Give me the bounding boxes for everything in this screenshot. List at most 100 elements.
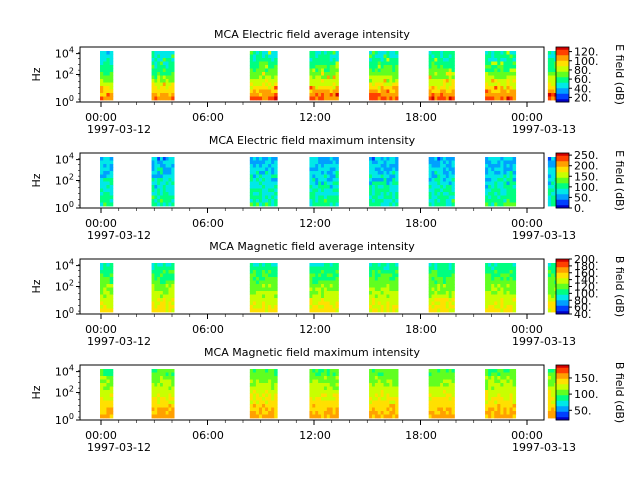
- heatmap-cell: [321, 291, 325, 295]
- heatmap-cell: [171, 379, 175, 384]
- heatmap-cell: [103, 305, 107, 309]
- heatmap-cell: [109, 185, 114, 189]
- heatmap-cell: [329, 305, 334, 309]
- heatmap-cell: [500, 291, 504, 295]
- heatmap-cell: [512, 277, 517, 281]
- heatmap-cell: [440, 93, 444, 97]
- heatmap-cell: [103, 167, 107, 172]
- heatmap-cell: [271, 280, 275, 285]
- heatmap-cell: [386, 202, 390, 207]
- heatmap-cell: [252, 287, 257, 292]
- heatmap-cell: [547, 82, 552, 87]
- heatmap-cell: [265, 301, 269, 306]
- colorbar-segment: [556, 86, 569, 89]
- heatmap-cell: [395, 167, 399, 172]
- heatmap-cell: [103, 185, 107, 189]
- heatmap-cell: [374, 386, 379, 391]
- colorbar-segment: [556, 289, 569, 292]
- heatmap-cell: [445, 280, 450, 285]
- heatmap-cell: [168, 174, 172, 179]
- heatmap-cell: [157, 164, 161, 168]
- heatmap-cell: [488, 58, 492, 62]
- heatmap-cell: [160, 79, 164, 83]
- heatmap-cell: [332, 82, 336, 87]
- heatmap-cell: [491, 65, 495, 69]
- heatmap-cell: [369, 372, 373, 377]
- heatmap-cell: [392, 270, 396, 274]
- heatmap-cell: [151, 376, 155, 380]
- heatmap-cell: [249, 195, 254, 200]
- heatmap-cell: [157, 284, 161, 288]
- heatmap-cell: [262, 407, 266, 412]
- heatmap-cell: [374, 65, 379, 69]
- heatmap-cell: [380, 51, 384, 55]
- heatmap-cell: [335, 379, 339, 384]
- heatmap-cell: [265, 89, 269, 94]
- heatmap-cell: [374, 75, 379, 80]
- heatmap-cell: [106, 411, 111, 415]
- heatmap-cell: [485, 411, 489, 415]
- heatmap-cell: [329, 202, 334, 207]
- heatmap-cell: [512, 68, 517, 73]
- heatmap-cell: [326, 393, 331, 398]
- heatmap-cell: [503, 202, 507, 207]
- heatmap-cell: [332, 404, 336, 408]
- heatmap-cell: [440, 178, 444, 182]
- heatmap-cell: [332, 284, 336, 288]
- heatmap-cell: [249, 390, 254, 394]
- heatmap-cell: [431, 79, 435, 83]
- heatmap-cell: [440, 86, 444, 90]
- heatmap-cell: [428, 404, 432, 408]
- y-tick-label: 102: [55, 385, 74, 400]
- heatmap-cell: [109, 181, 114, 186]
- heatmap-cell: [434, 411, 438, 415]
- heatmap-cell: [268, 65, 272, 69]
- heatmap-cell: [428, 72, 432, 76]
- heatmap-cell: [318, 400, 322, 405]
- heatmap-cell: [395, 393, 399, 398]
- heatmap-cell: [318, 386, 322, 391]
- heatmap-cell: [162, 277, 167, 281]
- heatmap-cell: [386, 178, 390, 182]
- heatmap-cell: [255, 75, 260, 80]
- heatmap-cell: [262, 72, 266, 76]
- heatmap-cell: [434, 270, 438, 274]
- heatmap-cell: [106, 383, 111, 387]
- heatmap-cell: [151, 298, 155, 302]
- heatmap-cell: [442, 379, 447, 384]
- heatmap-cell: [369, 287, 373, 292]
- colorbar-segment: [556, 276, 569, 279]
- heatmap-cell: [271, 273, 275, 278]
- heatmap-cell: [171, 199, 175, 203]
- heatmap-cell: [488, 181, 492, 186]
- heatmap-cell: [395, 51, 399, 55]
- heatmap-cell: [434, 291, 438, 295]
- heatmap-cell: [512, 157, 517, 161]
- heatmap-cell: [551, 284, 555, 288]
- heatmap-cell: [252, 96, 257, 101]
- heatmap-cell: [271, 407, 275, 412]
- heatmap-cell: [252, 160, 257, 165]
- heatmap-cell: [335, 294, 339, 299]
- heatmap-cell: [451, 58, 455, 62]
- heatmap-cell: [315, 188, 319, 193]
- heatmap-cell: [506, 86, 510, 90]
- heatmap-cell: [494, 383, 498, 387]
- heatmap-cell: [258, 79, 263, 83]
- heatmap-cell: [271, 96, 275, 101]
- heatmap-cell: [389, 181, 393, 186]
- heatmap-cell: [255, 178, 260, 182]
- heatmap-cell: [434, 393, 438, 398]
- heatmap-cell: [491, 308, 495, 313]
- heatmap-cell: [380, 411, 384, 415]
- colorbar-segment: [556, 55, 569, 58]
- heatmap-cell: [371, 266, 376, 271]
- heatmap-cell: [268, 284, 272, 288]
- heatmap-cell: [258, 294, 263, 299]
- heatmap-cell: [392, 372, 396, 377]
- heatmap-cell: [509, 277, 513, 281]
- heatmap-cell: [386, 407, 390, 412]
- heatmap-cell: [488, 164, 492, 168]
- heatmap-cell: [371, 308, 376, 313]
- heatmap-cell: [386, 93, 390, 97]
